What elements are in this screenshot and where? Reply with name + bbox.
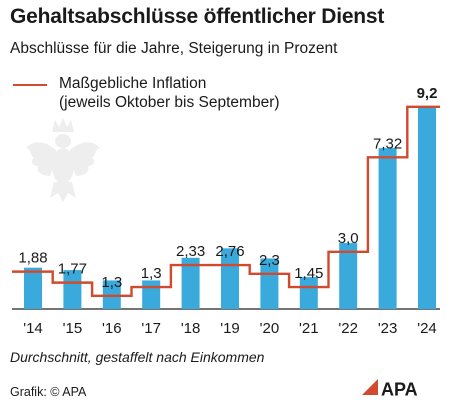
value-label-8: 3,0 (338, 230, 359, 247)
bar-0 (24, 267, 42, 309)
bar-9 (378, 148, 397, 309)
austrian-eagle-icon (26, 118, 100, 202)
value-label-3: 1,3 (141, 265, 162, 282)
x-tick-label-9: '23 (378, 320, 398, 337)
value-label-10: 9,2 (417, 85, 438, 102)
bar-3 (142, 280, 161, 309)
value-label-1: 1,77 (58, 261, 87, 278)
source-credit: Grafik: © APA (10, 385, 87, 399)
x-tick-label-8: '22 (338, 320, 358, 337)
apa-logo-text: APA (381, 380, 418, 400)
bar-1 (63, 270, 82, 309)
value-label-5: 2,76 (215, 243, 244, 260)
legend-name: Maßgebliche Inflation (59, 75, 207, 92)
x-tick-label-4: '18 (181, 320, 201, 337)
value-label-7: 1,45 (294, 265, 323, 282)
value-label-4: 2,33 (176, 243, 205, 260)
value-label-6: 2,3 (259, 252, 280, 269)
bar-7 (299, 277, 318, 309)
bar-8 (339, 243, 358, 309)
bar-6 (260, 258, 279, 309)
legend-line-swatch (13, 84, 47, 87)
bar-5 (221, 248, 239, 309)
value-label-9: 7,32 (373, 135, 402, 152)
value-label-2: 1,3 (101, 274, 122, 291)
x-tick-label-0: '14 (23, 320, 43, 337)
value-label-0: 1,88 (18, 250, 47, 267)
footnote: Durchschnitt, gestaffelt nach Einkommen (10, 349, 265, 365)
legend-name-note: (jeweils Oktober bis September) (59, 94, 280, 111)
chart-title: Gehaltsabschlüsse öffentlicher Dienst (10, 5, 385, 28)
x-tick-label-5: '19 (220, 320, 240, 337)
x-tick-label-6: '20 (260, 320, 280, 337)
chart-subtitle: Abschlüsse für die Jahre, Steigerung in … (10, 40, 338, 57)
x-tick-label-1: '15 (63, 320, 83, 337)
bar-10 (418, 106, 436, 310)
apa-logo-triangle (362, 379, 378, 395)
legend-label: Maßgebliche Inflation (jeweils Oktober b… (59, 74, 280, 112)
apa-logo: APA (362, 379, 418, 400)
inflation-step-line (12, 105, 440, 298)
x-tick-label-7: '21 (299, 320, 319, 337)
bar-4 (181, 257, 200, 309)
x-tick-label-10: '24 (417, 320, 437, 337)
x-tick-label-3: '17 (141, 320, 161, 337)
x-tick-label-2: '16 (102, 320, 122, 337)
